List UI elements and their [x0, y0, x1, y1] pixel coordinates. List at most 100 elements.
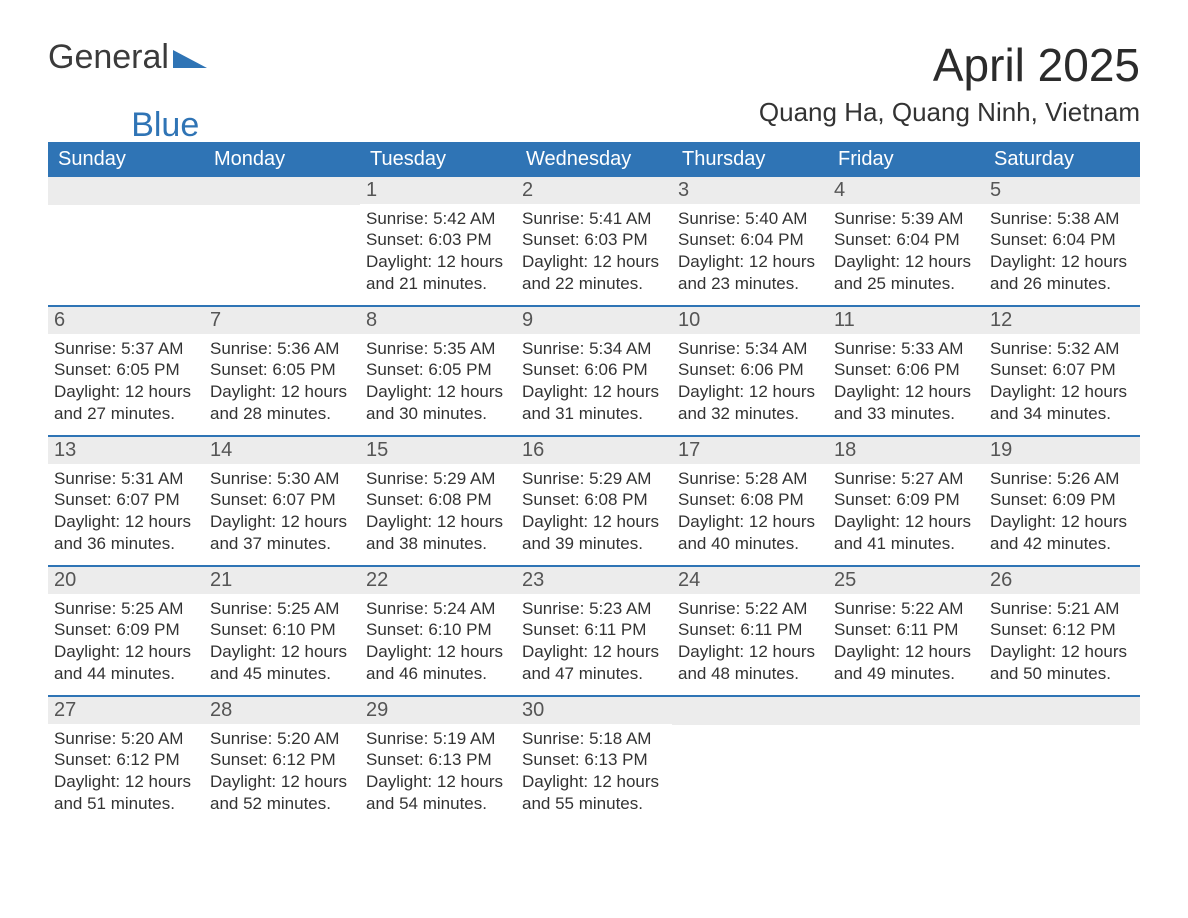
week-row: 6Sunrise: 5:37 AMSunset: 6:05 PMDaylight…	[48, 305, 1140, 435]
day-number: 13	[48, 437, 204, 464]
sunrise-text: Sunrise: 5:21 AM	[990, 598, 1136, 620]
sunset-text: Sunset: 6:03 PM	[522, 229, 668, 251]
weekday-header: Friday	[828, 142, 984, 177]
day-info: Sunrise: 5:20 AMSunset: 6:12 PMDaylight:…	[52, 728, 200, 815]
daylight-text: Daylight: 12 hours and 47 minutes.	[522, 641, 668, 685]
daylight-text: Daylight: 12 hours and 45 minutes.	[210, 641, 356, 685]
day-info: Sunrise: 5:41 AMSunset: 6:03 PMDaylight:…	[520, 208, 668, 295]
day-cell: 25 Sunrise: 5:22 AMSunset: 6:11 PMDayligh…	[828, 567, 984, 695]
day-number	[48, 177, 204, 205]
day-number	[984, 697, 1140, 725]
day-number: 21	[204, 567, 360, 594]
logo-flag-icon	[173, 46, 207, 68]
daylight-text: Daylight: 12 hours and 30 minutes.	[366, 381, 512, 425]
day-cell: 23 Sunrise: 5:23 AMSunset: 6:11 PMDayligh…	[516, 567, 672, 695]
day-number: 15	[360, 437, 516, 464]
day-cell: 4 Sunrise: 5:39 AMSunset: 6:04 PMDaylight…	[828, 177, 984, 305]
sunrise-text: Sunrise: 5:32 AM	[990, 338, 1136, 360]
day-cell: 10Sunrise: 5:34 AMSunset: 6:06 PMDayligh…	[672, 307, 828, 435]
day-number: 18	[828, 437, 984, 464]
sunrise-text: Sunrise: 5:25 AM	[54, 598, 200, 620]
sunset-text: Sunset: 6:04 PM	[990, 229, 1136, 251]
sunset-text: Sunset: 6:08 PM	[678, 489, 824, 511]
day-number: 29	[360, 697, 516, 724]
daylight-text: Daylight: 12 hours and 54 minutes.	[366, 771, 512, 815]
day-number: 7	[204, 307, 360, 334]
day-number: 3	[672, 177, 828, 204]
day-cell	[204, 177, 360, 305]
day-info: Sunrise: 5:23 AMSunset: 6:11 PMDaylight:…	[520, 598, 668, 685]
day-number: 1	[360, 177, 516, 204]
sunrise-text: Sunrise: 5:28 AM	[678, 468, 824, 490]
day-number: 10	[672, 307, 828, 334]
day-info: Sunrise: 5:25 AMSunset: 6:09 PMDaylight:…	[52, 598, 200, 685]
sunset-text: Sunset: 6:10 PM	[366, 619, 512, 641]
daylight-text: Daylight: 12 hours and 39 minutes.	[522, 511, 668, 555]
day-number: 22	[360, 567, 516, 594]
daylight-text: Daylight: 12 hours and 49 minutes.	[834, 641, 980, 685]
sunset-text: Sunset: 6:11 PM	[522, 619, 668, 641]
daylight-text: Daylight: 12 hours and 52 minutes.	[210, 771, 356, 815]
day-number: 23	[516, 567, 672, 594]
day-info: Sunrise: 5:18 AMSunset: 6:13 PMDaylight:…	[520, 728, 668, 815]
sunset-text: Sunset: 6:07 PM	[54, 489, 200, 511]
day-info: Sunrise: 5:29 AMSunset: 6:08 PMDaylight:…	[364, 468, 512, 555]
sunset-text: Sunset: 6:05 PM	[210, 359, 356, 381]
day-number: 20	[48, 567, 204, 594]
daylight-text: Daylight: 12 hours and 26 minutes.	[990, 251, 1136, 295]
day-info: Sunrise: 5:36 AMSunset: 6:05 PMDaylight:…	[208, 338, 356, 425]
sunset-text: Sunset: 6:08 PM	[522, 489, 668, 511]
day-info: Sunrise: 5:30 AMSunset: 6:07 PMDaylight:…	[208, 468, 356, 555]
week-row: 13Sunrise: 5:31 AMSunset: 6:07 PMDayligh…	[48, 435, 1140, 565]
day-info: Sunrise: 5:28 AMSunset: 6:08 PMDaylight:…	[676, 468, 824, 555]
sunrise-text: Sunrise: 5:25 AM	[210, 598, 356, 620]
day-cell: 17Sunrise: 5:28 AMSunset: 6:08 PMDayligh…	[672, 437, 828, 565]
daylight-text: Daylight: 12 hours and 32 minutes.	[678, 381, 824, 425]
day-number: 16	[516, 437, 672, 464]
day-cell: 16Sunrise: 5:29 AMSunset: 6:08 PMDayligh…	[516, 437, 672, 565]
day-cell: 1 Sunrise: 5:42 AMSunset: 6:03 PMDaylight…	[360, 177, 516, 305]
sunrise-text: Sunrise: 5:30 AM	[210, 468, 356, 490]
daylight-text: Daylight: 12 hours and 41 minutes.	[834, 511, 980, 555]
logo-word-blue: Blue	[131, 108, 199, 142]
day-number: 25	[828, 567, 984, 594]
day-cell: 30Sunrise: 5:18 AMSunset: 6:13 PMDayligh…	[516, 697, 672, 825]
daylight-text: Daylight: 12 hours and 33 minutes.	[834, 381, 980, 425]
sunrise-text: Sunrise: 5:40 AM	[678, 208, 824, 230]
day-number: 14	[204, 437, 360, 464]
sunset-text: Sunset: 6:13 PM	[366, 749, 512, 771]
day-number	[204, 177, 360, 205]
day-cell	[828, 697, 984, 825]
sunset-text: Sunset: 6:06 PM	[678, 359, 824, 381]
day-info: Sunrise: 5:25 AMSunset: 6:10 PMDaylight:…	[208, 598, 356, 685]
sunrise-text: Sunrise: 5:22 AM	[834, 598, 980, 620]
sunset-text: Sunset: 6:09 PM	[54, 619, 200, 641]
day-cell: 15 Sunrise: 5:29 AMSunset: 6:08 PMDayligh…	[360, 437, 516, 565]
day-info: Sunrise: 5:22 AMSunset: 6:11 PMDaylight:…	[832, 598, 980, 685]
day-cell: 19Sunrise: 5:26 AMSunset: 6:09 PMDayligh…	[984, 437, 1140, 565]
day-cell: 2Sunrise: 5:41 AMSunset: 6:03 PMDaylight…	[516, 177, 672, 305]
day-info: Sunrise: 5:21 AMSunset: 6:12 PMDaylight:…	[988, 598, 1136, 685]
weekday-header: Thursday	[672, 142, 828, 177]
day-info: Sunrise: 5:19 AMSunset: 6:13 PMDaylight:…	[364, 728, 512, 815]
day-info: Sunrise: 5:39 AMSunset: 6:04 PMDaylight:…	[832, 208, 980, 295]
sunset-text: Sunset: 6:12 PM	[990, 619, 1136, 641]
sunset-text: Sunset: 6:04 PM	[834, 229, 980, 251]
week-row: 1 Sunrise: 5:42 AMSunset: 6:03 PMDaylight…	[48, 177, 1140, 305]
day-number: 9	[516, 307, 672, 334]
daylight-text: Daylight: 12 hours and 23 minutes.	[678, 251, 824, 295]
daylight-text: Daylight: 12 hours and 48 minutes.	[678, 641, 824, 685]
daylight-text: Daylight: 12 hours and 50 minutes.	[990, 641, 1136, 685]
sunrise-text: Sunrise: 5:23 AM	[522, 598, 668, 620]
day-info: Sunrise: 5:26 AMSunset: 6:09 PMDaylight:…	[988, 468, 1136, 555]
daylight-text: Daylight: 12 hours and 28 minutes.	[210, 381, 356, 425]
weekday-header: Monday	[204, 142, 360, 177]
day-number: 4	[828, 177, 984, 204]
sunrise-text: Sunrise: 5:37 AM	[54, 338, 200, 360]
weekday-header: Wednesday	[516, 142, 672, 177]
sunrise-text: Sunrise: 5:27 AM	[834, 468, 980, 490]
day-number: 28	[204, 697, 360, 724]
location-text: Quang Ha, Quang Ninh, Vietnam	[759, 97, 1140, 128]
day-info: Sunrise: 5:42 AMSunset: 6:03 PMDaylight:…	[364, 208, 512, 295]
sunset-text: Sunset: 6:12 PM	[210, 749, 356, 771]
